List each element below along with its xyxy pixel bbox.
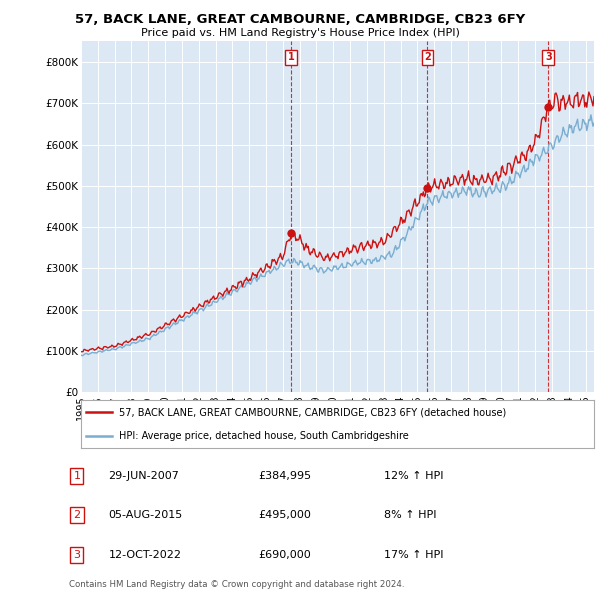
- Text: 1: 1: [73, 471, 80, 481]
- Text: 57, BACK LANE, GREAT CAMBOURNE, CAMBRIDGE, CB23 6FY (detached house): 57, BACK LANE, GREAT CAMBOURNE, CAMBRIDG…: [119, 407, 507, 417]
- Text: 1: 1: [288, 52, 295, 62]
- Text: £690,000: £690,000: [258, 550, 311, 560]
- Text: 3: 3: [73, 550, 80, 560]
- Text: 17% ↑ HPI: 17% ↑ HPI: [384, 550, 443, 560]
- Text: HPI: Average price, detached house, South Cambridgeshire: HPI: Average price, detached house, Sout…: [119, 431, 409, 441]
- Text: £495,000: £495,000: [258, 510, 311, 520]
- Text: 12% ↑ HPI: 12% ↑ HPI: [384, 471, 443, 481]
- Text: 29-JUN-2007: 29-JUN-2007: [109, 471, 179, 481]
- Text: 2: 2: [73, 510, 80, 520]
- Text: 05-AUG-2015: 05-AUG-2015: [109, 510, 182, 520]
- Text: 3: 3: [545, 52, 551, 62]
- Text: 12-OCT-2022: 12-OCT-2022: [109, 550, 181, 560]
- Text: 2: 2: [424, 52, 431, 62]
- Text: Price paid vs. HM Land Registry's House Price Index (HPI): Price paid vs. HM Land Registry's House …: [140, 28, 460, 38]
- Text: £384,995: £384,995: [258, 471, 311, 481]
- Text: 57, BACK LANE, GREAT CAMBOURNE, CAMBRIDGE, CB23 6FY: 57, BACK LANE, GREAT CAMBOURNE, CAMBRIDG…: [75, 13, 525, 26]
- Text: Contains HM Land Registry data © Crown copyright and database right 2024.
This d: Contains HM Land Registry data © Crown c…: [69, 580, 404, 590]
- Text: 8% ↑ HPI: 8% ↑ HPI: [384, 510, 437, 520]
